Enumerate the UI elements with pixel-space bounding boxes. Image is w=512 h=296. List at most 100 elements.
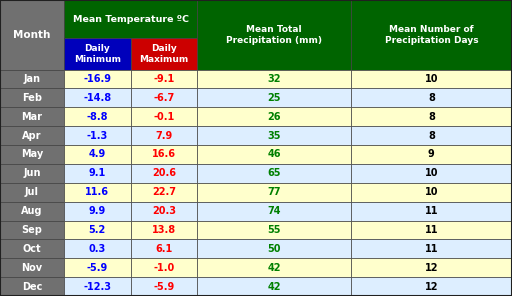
Bar [0,0,64,70]
Bar [64,202,131,221]
Bar [131,145,197,164]
Text: 0.3: 0.3 [89,244,106,254]
Text: 13.8: 13.8 [152,225,176,235]
Text: 8: 8 [428,112,435,122]
Text: Mar: Mar [22,112,42,122]
Bar [197,89,351,107]
Bar [64,0,197,38]
Bar [197,239,351,258]
Text: Daily
Maximum: Daily Maximum [139,44,188,64]
Text: -0.1: -0.1 [153,112,175,122]
Bar [197,0,351,70]
Text: 11: 11 [424,206,438,216]
Text: -1.0: -1.0 [153,263,175,273]
Bar [197,202,351,221]
Bar [64,70,131,89]
Text: 8: 8 [428,131,435,141]
Text: Month: Month [13,30,51,40]
Bar [131,164,197,183]
Text: Feb: Feb [22,93,42,103]
Text: Jun: Jun [23,168,41,178]
Bar [64,89,131,107]
Text: 4.9: 4.9 [89,149,106,160]
Bar [351,202,512,221]
Bar [197,221,351,239]
Bar [351,258,512,277]
Text: Apr: Apr [22,131,42,141]
Text: -5.9: -5.9 [153,281,175,292]
Bar [351,0,512,70]
Text: 8: 8 [428,93,435,103]
Text: 32: 32 [267,74,281,84]
Text: 25: 25 [267,93,281,103]
Bar [131,239,197,258]
Bar [64,277,131,296]
Bar [0,239,64,258]
Text: 10: 10 [424,168,438,178]
Bar [351,89,512,107]
Bar [0,277,64,296]
Bar [64,239,131,258]
Bar [197,277,351,296]
Text: 42: 42 [267,281,281,292]
Text: 65: 65 [267,168,281,178]
Text: -16.9: -16.9 [83,74,111,84]
Bar [131,89,197,107]
Text: 42: 42 [267,263,281,273]
Text: 11.6: 11.6 [86,187,109,197]
Bar [197,164,351,183]
Text: -14.8: -14.8 [83,93,111,103]
Text: 55: 55 [267,225,281,235]
Text: 9: 9 [428,149,435,160]
Bar [131,221,197,239]
Bar [0,183,64,202]
Bar [131,202,197,221]
Bar [131,183,197,202]
Bar [0,70,64,89]
Text: Mean Temperature ºC: Mean Temperature ºC [73,15,188,24]
Text: 26: 26 [267,112,281,122]
Text: 12: 12 [424,263,438,273]
Bar [351,183,512,202]
Text: Oct: Oct [23,244,41,254]
Text: Mean Number of
Precipitation Days: Mean Number of Precipitation Days [385,25,478,45]
Bar [131,277,197,296]
Text: 22.7: 22.7 [152,187,176,197]
Bar [131,70,197,89]
Text: 35: 35 [267,131,281,141]
Bar [64,221,131,239]
Bar [64,183,131,202]
Bar [351,277,512,296]
Bar [351,221,512,239]
Text: -8.8: -8.8 [87,112,108,122]
Bar [351,164,512,183]
Text: 7.9: 7.9 [155,131,173,141]
Text: 10: 10 [424,187,438,197]
Text: 74: 74 [267,206,281,216]
Text: -12.3: -12.3 [83,281,111,292]
Bar [0,258,64,277]
Bar [0,221,64,239]
Bar [197,107,351,126]
Bar [64,38,131,70]
Bar [64,145,131,164]
Text: Aug: Aug [22,206,42,216]
Bar [0,145,64,164]
Text: 6.1: 6.1 [155,244,173,254]
Bar [0,89,64,107]
Bar [0,126,64,145]
Bar [197,145,351,164]
Bar [351,107,512,126]
Text: 10: 10 [424,74,438,84]
Text: 12: 12 [424,281,438,292]
Text: -5.9: -5.9 [87,263,108,273]
Text: May: May [21,149,43,160]
Bar [64,126,131,145]
Text: -6.7: -6.7 [153,93,175,103]
Text: 11: 11 [424,225,438,235]
Text: 16.6: 16.6 [152,149,176,160]
Bar [197,258,351,277]
Bar [351,145,512,164]
Bar [0,164,64,183]
Text: 5.2: 5.2 [89,225,106,235]
